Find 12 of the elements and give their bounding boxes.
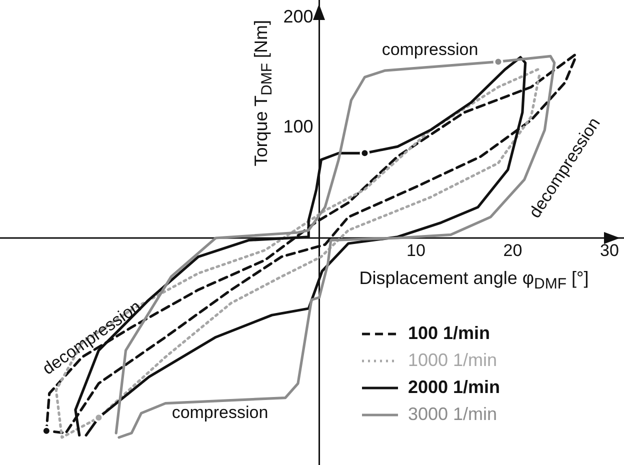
annotation: compression <box>172 403 268 423</box>
annotation: compression <box>382 40 478 60</box>
x-axis-title: Displacement angle φ$_{DMF}$ [°] <box>359 268 589 293</box>
legend-label: 1000 1/min <box>408 350 498 371</box>
x-tick-label: 30 <box>600 241 619 260</box>
legend-label: 100 1/min <box>408 323 490 344</box>
y-tick-label: 100 <box>283 116 314 137</box>
legend-label: 2000 1/min <box>408 377 500 398</box>
legend-label: 3000 1/min <box>408 404 498 425</box>
x-tick-label: 20 <box>503 241 522 260</box>
y-tick-label: 200 <box>283 6 314 26</box>
x-tick-label: 10 <box>406 241 426 260</box>
